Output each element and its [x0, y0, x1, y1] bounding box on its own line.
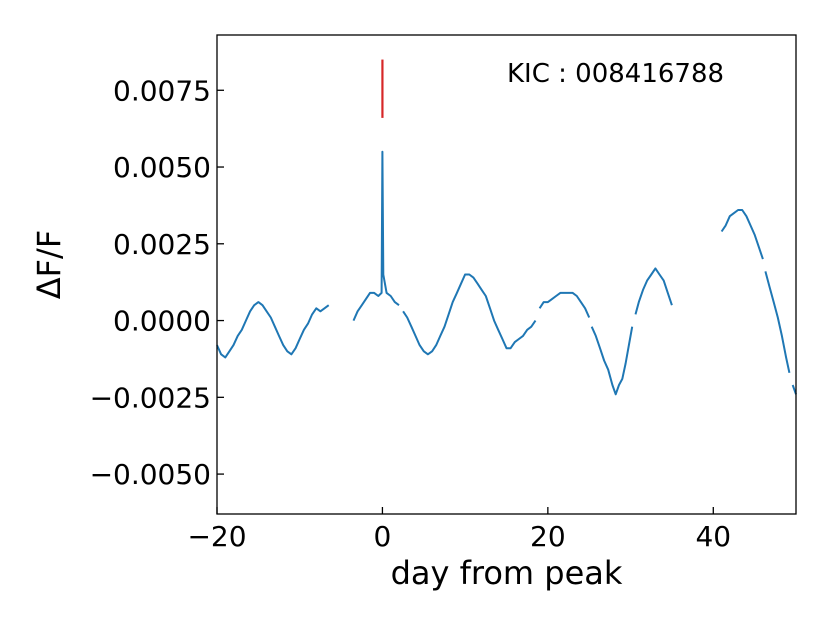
series-segment [764, 271, 791, 374]
y-tick-label: 0.0050 [113, 151, 211, 184]
series-segment [634, 267, 673, 315]
y-tick-label: 0.0075 [113, 74, 211, 107]
series-segment [538, 291, 591, 318]
plot-frame [216, 34, 797, 515]
light-curve-series [216, 150, 797, 396]
x-tick-label: 20 [530, 520, 566, 553]
y-tick-label: −0.0050 [90, 458, 211, 491]
series-segment [216, 301, 330, 359]
y-tick-label: 0.0000 [113, 305, 211, 338]
x-axis-label: day from peak [391, 554, 623, 592]
series-segment [402, 273, 537, 356]
y-axis-label: ΔF/F [30, 230, 68, 299]
series-segment [352, 150, 400, 322]
series-segment [590, 326, 634, 396]
y-axis: 0.0075 0.0050 0.0025 0.0000 −0.0025 −0.0050 [90, 74, 224, 491]
star-id-annotation: KIC : 008416788 [507, 59, 724, 89]
x-tick-label: 40 [695, 520, 731, 553]
x-tick-label: −20 [187, 520, 246, 553]
y-tick-label: 0.0025 [113, 228, 211, 261]
x-tick-label: 0 [374, 520, 392, 553]
y-tick-label: −0.0025 [90, 381, 211, 414]
x-axis: −20 0 20 40 [187, 507, 731, 553]
series-segment [720, 209, 764, 260]
